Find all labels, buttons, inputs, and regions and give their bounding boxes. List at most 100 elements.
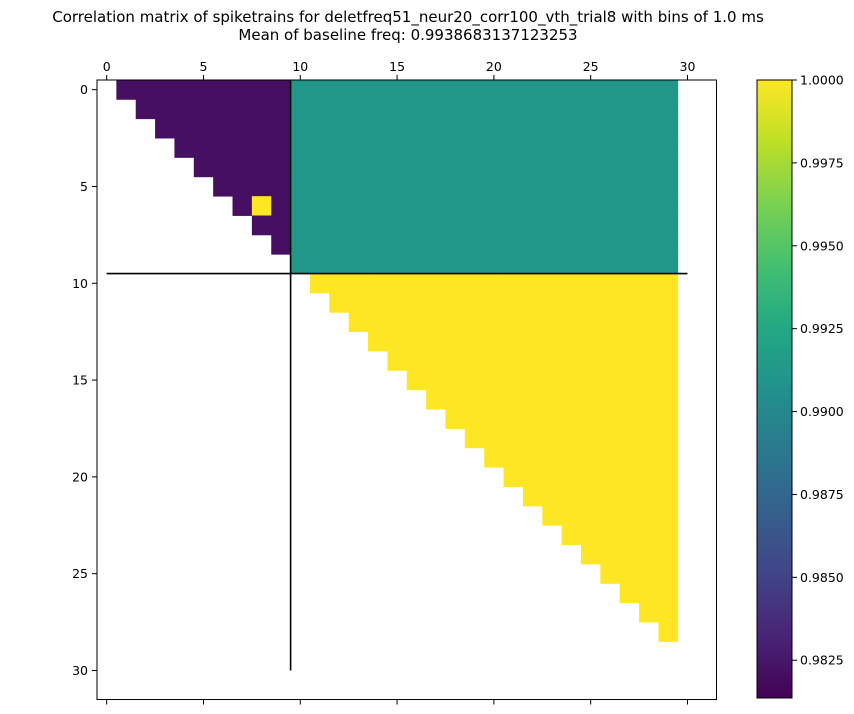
heatmap-cell [503,447,524,468]
x-tick-label: 20 [486,59,502,74]
heatmap-cell [271,118,291,139]
colorbar-tick-label: 0.9900 [800,404,844,419]
heatmap-cell [213,118,233,139]
heatmap-cell [174,80,195,100]
heatmap-cell [348,80,369,100]
heatmap-cell [464,157,485,178]
heatmap-cell [542,447,563,468]
heatmap-cell [600,292,621,313]
heatmap-cell [600,428,621,449]
heatmap-cell [619,544,640,565]
heatmap-cell [503,234,524,255]
heatmap-cell [484,234,504,255]
heatmap-cell [658,215,679,236]
heatmap-cell [213,138,233,158]
heatmap-cell [251,196,272,216]
heatmap-cell [445,370,466,391]
heatmap-cell [426,312,446,333]
heatmap-cell [619,428,640,449]
heatmap-cell [542,389,563,410]
heatmap-cell [503,157,524,178]
heatmap-cell [503,467,524,487]
heatmap-cell [290,196,311,216]
heatmap-cell [309,99,330,120]
heatmap-cell [445,409,466,429]
heatmap-cell [600,544,621,565]
heatmap-cell [639,428,659,449]
y-tick-label: 0 [80,82,88,97]
heatmap-cell [561,292,582,313]
heatmap-cell [581,312,601,333]
heatmap-cell [658,196,679,216]
heatmap-cell [445,273,466,294]
heatmap-cell [193,99,214,120]
heatmap-cell [542,292,563,313]
heatmap-cell [542,234,563,255]
y-tick-label: 30 [72,663,88,678]
heatmap-cell [426,389,446,410]
heatmap-cell [251,176,272,197]
heatmap-cell [600,351,621,371]
heatmap-cell [503,138,524,158]
heatmap-cell [561,273,582,294]
x-tick-label: 5 [200,59,208,74]
heatmap-cell [600,409,621,429]
y-tick-label: 25 [72,566,88,581]
heatmap-cell [232,176,253,197]
heatmap-cell [619,118,640,139]
heatmap-cell [387,273,408,294]
heatmap-cell [639,254,659,274]
heatmap-cell [445,118,466,139]
heatmap-cell [271,234,291,255]
heatmap-cell [561,118,582,139]
heatmap-cell [522,215,543,236]
heatmap-cell [561,215,582,236]
heatmap-cell [542,176,563,197]
colorbar-frame [756,79,793,699]
heatmap-cell [348,138,369,158]
heatmap-cell [522,80,543,100]
heatmap-cell [561,196,582,216]
heatmap-cell [600,389,621,410]
heatmap-cell [368,176,388,197]
heatmap-cell [581,215,601,236]
heatmap-cell [445,389,466,410]
heatmap-cell [503,292,524,313]
heatmap-cell [561,234,582,255]
heatmap-cell [426,331,446,352]
heatmap-cell [116,80,137,100]
heatmap-cell [581,273,601,294]
heatmap-cell [561,370,582,391]
heatmap-cell [271,215,291,236]
heatmap-cell [445,176,466,197]
colorbar-tick-label: 0.9950 [800,238,844,253]
heatmap-cell [658,370,679,391]
heatmap-cell [619,525,640,546]
heatmap-cell [542,467,563,487]
heatmap-cell [309,234,330,255]
heatmap-cell [658,544,679,565]
heatmap-cell [658,583,679,604]
heatmap-cell [464,370,485,391]
heatmap-cell [445,312,466,333]
heatmap-cell [600,273,621,294]
heatmap-cell [348,215,369,236]
heatmap-cell [484,370,504,391]
heatmap-cell [232,196,253,216]
heatmap-cell [619,254,640,274]
heatmap-cell [658,505,679,526]
heatmap-cell [213,176,233,197]
heatmap-cell [426,138,446,158]
heatmap-cell [464,389,485,410]
heatmap-cell [600,447,621,468]
heatmap-cell [329,99,350,120]
heatmap-cell [639,138,659,158]
heatmap-cell [251,99,272,120]
heatmap-cell [639,80,659,100]
heatmap-cell [426,176,446,197]
heatmap-cell [542,273,563,294]
chart-title: Correlation matrix of spiketrains for de… [52,8,764,26]
heatmap-cell [503,312,524,333]
heatmap-cell [406,138,427,158]
heatmap-cell [639,157,659,178]
